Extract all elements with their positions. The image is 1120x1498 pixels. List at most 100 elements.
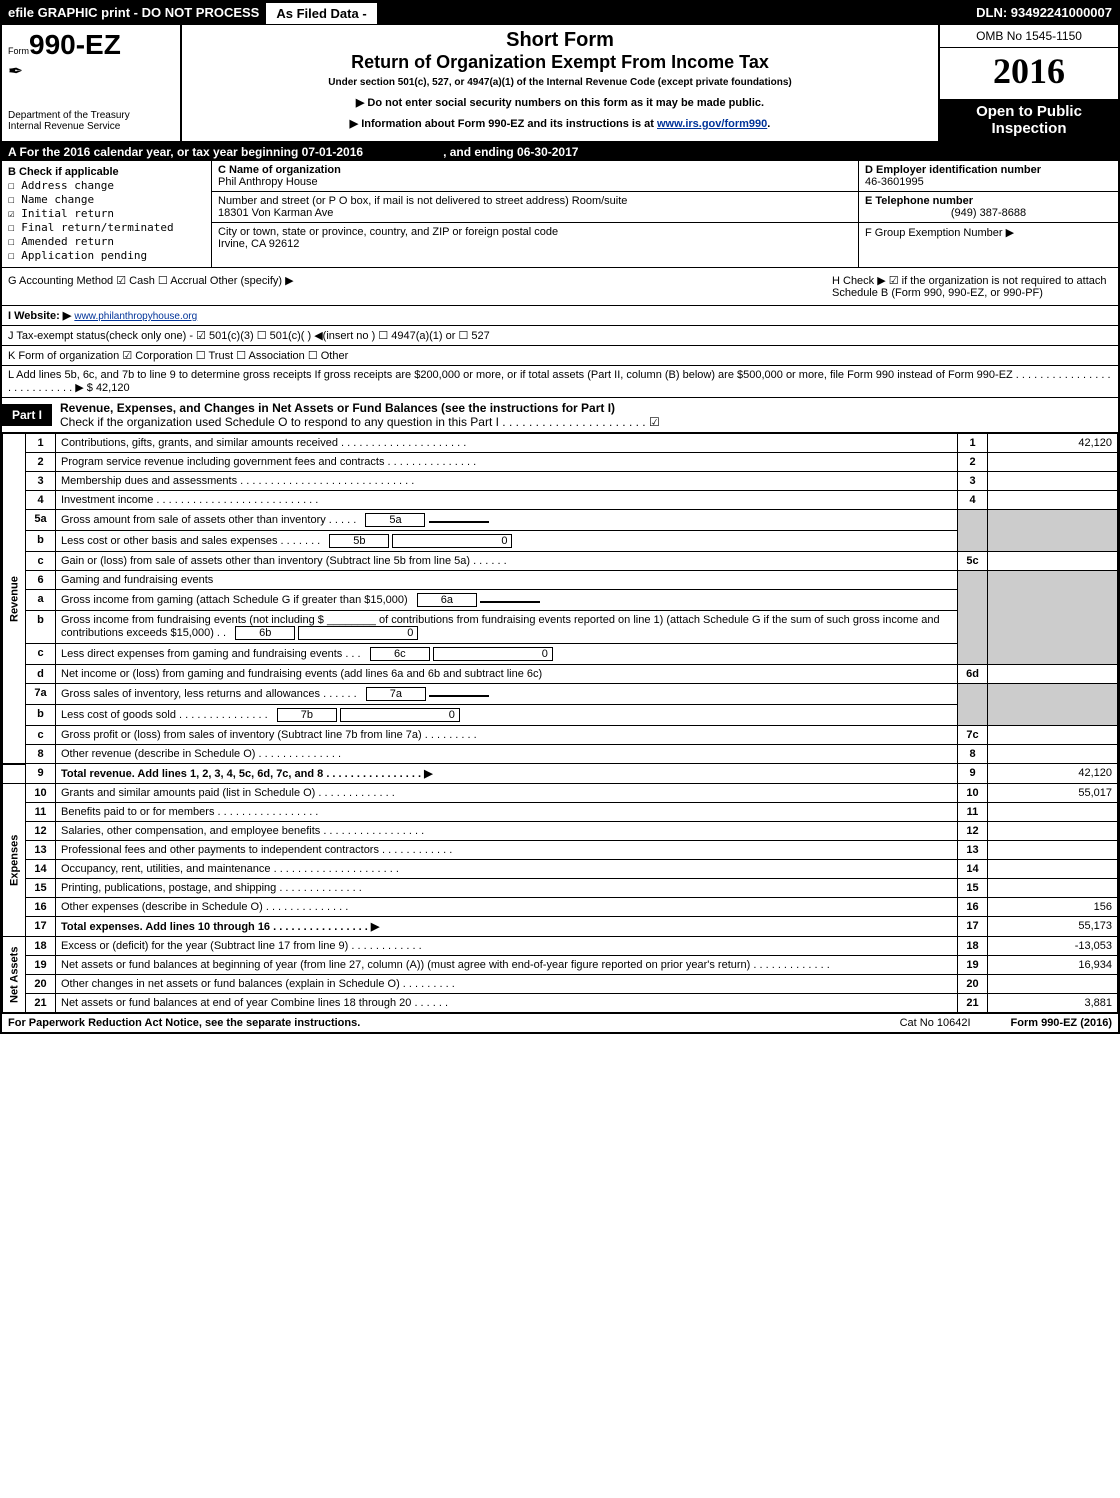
part-1-header: Part I Revenue, Expenses, and Changes in… [2,398,1118,433]
table-row: 9Total revenue. Add lines 1, 2, 3, 4, 5c… [3,764,1118,784]
amt-9: 42,120 [988,764,1118,784]
table-row: dNet income or (loss) from gaming and fu… [3,665,1118,684]
table-row: 16Other expenses (describe in Schedule O… [3,898,1118,917]
amt-1: 42,120 [988,434,1118,453]
header-left: Form990-EZ ✒ Department of the Treasury … [2,25,182,141]
g-label: G Accounting Method ☑ Cash ☐ Accrual Oth… [8,274,294,299]
revenue-label: Revenue [3,434,26,764]
row-a-tax-year: A For the 2016 calendar year, or tax yea… [2,143,1118,161]
table-row: 2Program service revenue including gover… [3,453,1118,472]
table-row: 13Professional fees and other payments t… [3,841,1118,860]
row-j-tax-exempt: J Tax-exempt status(check only one) - ☑ … [2,326,1118,346]
website-link[interactable]: www.philanthropyhouse.org [74,311,197,322]
top-bar: efile GRAPHIC print - DO NOT PROCESS As … [2,2,1118,25]
table-row: 7aGross sales of inventory, less returns… [3,684,1118,705]
form-prefix: Form [8,46,29,56]
dln-label: DLN: 93492241000007 [970,2,1118,25]
table-row: Expenses 10Grants and similar amounts pa… [3,784,1118,803]
ein-value: 46-3601995 [865,176,1112,188]
hint-ssn: ▶ Do not enter social security numbers o… [190,96,930,109]
cat-no: Cat No 10642I [900,1017,971,1029]
table-row: 15Printing, publications, postage, and s… [3,879,1118,898]
b-right-info: D Employer identification number 46-3601… [858,161,1118,267]
table-row: 12Salaries, other compensation, and empl… [3,822,1118,841]
city-label: City or town, state or province, country… [218,226,852,238]
table-row: aGross income from gaming (attach Schedu… [3,590,1118,611]
dept-irs: Internal Revenue Service [8,121,174,132]
omb-number: OMB No 1545-1150 [940,25,1118,48]
row-k-form-org: K Form of organization ☑ Corporation ☐ T… [2,346,1118,366]
open-to-public: Open to Public Inspection [940,98,1118,141]
street-value: 18301 Von Karman Ave [218,207,852,219]
header-right: OMB No 1545-1150 2016 Open to Public Ins… [938,25,1118,141]
part-1-sub: Check if the organization used Schedule … [60,415,660,429]
table-row: 6Gaming and fundraising events [3,571,1118,590]
b-org-info: C Name of organization Phil Anthropy Hou… [212,161,858,267]
dept-treasury: Department of the Treasury [8,110,174,121]
part-1-table: Revenue 1 Contributions, gifts, grants, … [2,433,1118,1013]
city-value: Irvine, CA 92612 [218,238,852,250]
table-row: bLess cost of goods sold . . . . . . . .… [3,705,1118,726]
amt-16: 156 [988,898,1118,917]
part-1-tag: Part I [2,404,52,426]
section-b: B Check if applicable ☐ Address change ☐… [2,161,1118,268]
as-filed-label: As Filed Data - [265,2,377,25]
cb-app-pending[interactable]: ☐ Application pending [8,249,205,262]
return-title: Return of Organization Exempt From Incom… [190,52,930,73]
table-row: 5aGross amount from sale of assets other… [3,510,1118,531]
table-row: cGross profit or (loss) from sales of in… [3,726,1118,745]
d-label: D Employer identification number [865,164,1112,176]
net-assets-label: Net Assets [3,937,26,1013]
amt-17: 55,173 [988,917,1118,937]
paperwork-notice: For Paperwork Reduction Act Notice, see … [8,1017,360,1029]
under-section: Under section 501(c), 527, or 4947(a)(1)… [190,77,930,88]
form-header: Form990-EZ ✒ Department of the Treasury … [2,25,1118,143]
table-row: 11Benefits paid to or for members . . . … [3,803,1118,822]
expenses-label: Expenses [3,784,26,937]
street-label: Number and street (or P O box, if mail i… [218,195,852,207]
part-1-title: Revenue, Expenses, and Changes in Net As… [60,401,615,415]
table-row: Revenue 1 Contributions, gifts, grants, … [3,434,1118,453]
form-number: 990-EZ [29,29,121,60]
cb-initial-return[interactable]: ☑ Initial return [8,207,205,220]
amt-10: 55,017 [988,784,1118,803]
table-row: 14Occupancy, rent, utilities, and mainte… [3,860,1118,879]
table-row: cLess direct expenses from gaming and fu… [3,644,1118,665]
cb-address-change[interactable]: ☐ Address change [8,179,205,192]
table-row: 4Investment income . . . . . . . . . . .… [3,491,1118,510]
f-label: F Group Exemption Number ▶ [865,226,1112,239]
b-title: B Check if applicable [8,166,205,178]
table-row: 8Other revenue (describe in Schedule O) … [3,745,1118,764]
cb-final-return[interactable]: ☐ Final return/terminated [8,221,205,234]
form-page: efile GRAPHIC print - DO NOT PROCESS As … [0,0,1120,1034]
row-g-accounting: G Accounting Method ☑ Cash ☐ Accrual Oth… [2,268,1118,306]
amt-18: -13,053 [988,937,1118,956]
b-checkboxes: B Check if applicable ☐ Address change ☐… [2,161,212,267]
table-row: bLess cost or other basis and sales expe… [3,531,1118,552]
c-label: C Name of organization [218,164,852,176]
short-form-title: Short Form [190,29,930,52]
page-footer: For Paperwork Reduction Act Notice, see … [2,1013,1118,1032]
row-l-gross-receipts: L Add lines 5b, 6c, and 7b to line 9 to … [2,366,1118,398]
table-row: 19Net assets or fund balances at beginni… [3,956,1118,975]
org-name: Phil Anthropy House [218,176,852,188]
amt-21: 3,881 [988,994,1118,1013]
e-label: E Telephone number [865,195,1112,207]
header-mid: Short Form Return of Organization Exempt… [182,25,938,141]
tax-year: 2016 [940,48,1118,98]
table-row: 3Membership dues and assessments . . . .… [3,472,1118,491]
table-row: 20Other changes in net assets or fund ba… [3,975,1118,994]
cb-amended[interactable]: ☐ Amended return [8,235,205,248]
phone-value: (949) 387-8688 [865,207,1112,219]
hint-info: ▶ Information about Form 990-EZ and its … [190,117,930,130]
efile-label: efile GRAPHIC print - DO NOT PROCESS [2,2,265,25]
irs-link[interactable]: www.irs.gov/form990 [657,118,767,130]
cb-name-change[interactable]: ☐ Name change [8,193,205,206]
gross-receipts-amount: 42,120 [96,382,130,394]
table-row: Net Assets 18Excess or (deficit) for the… [3,937,1118,956]
row-i-website: I Website: ▶ www.philanthropyhouse.org [2,306,1118,326]
h-check: H Check ▶ ☑ if the organization is not r… [832,274,1112,299]
table-row: cGain or (loss) from sale of assets othe… [3,552,1118,571]
table-row: bGross income from fundraising events (n… [3,611,1118,644]
table-row: 21Net assets or fund balances at end of … [3,994,1118,1013]
